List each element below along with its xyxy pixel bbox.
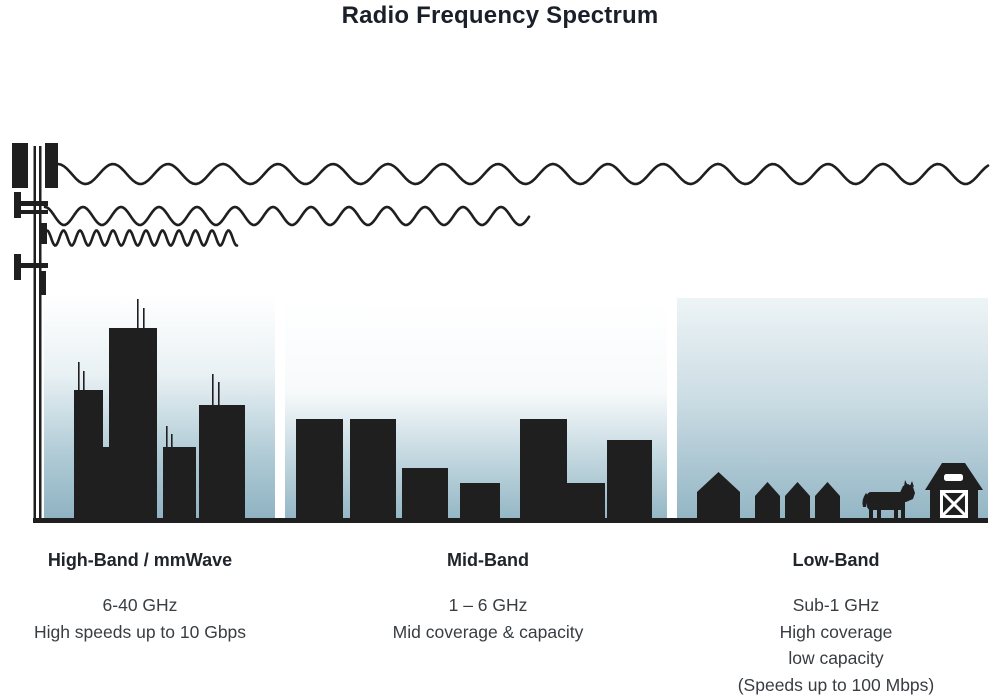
mid-band-title: Mid-Band bbox=[447, 550, 529, 570]
barn-icon bbox=[925, 463, 983, 520]
high-band-frequency: 6-40 GHz bbox=[102, 595, 178, 615]
cell-tower-icon bbox=[12, 143, 58, 520]
ground-line bbox=[33, 518, 988, 523]
spectrum-illustration bbox=[12, 143, 990, 523]
low-band-houses bbox=[697, 472, 840, 520]
high-band-label: High-Band / mmWave 6-40 GHz High speeds … bbox=[10, 549, 270, 645]
mid-band-frequency: 1 – 6 GHz bbox=[448, 595, 528, 615]
low-band-coverage: High coverage bbox=[779, 621, 893, 642]
high-band-title: High-Band / mmWave bbox=[47, 550, 233, 570]
radio-wave-lines bbox=[43, 162, 990, 247]
low-band-frequency: Sub-1 GHz bbox=[792, 595, 880, 615]
high-band-skyscrapers bbox=[74, 299, 245, 520]
page-title: Radio Frequency Spectrum bbox=[341, 2, 659, 29]
low-band-title: Low-Band bbox=[792, 550, 880, 570]
mid-band-buildings bbox=[296, 419, 652, 520]
mid-band-label: Mid-Band 1 – 6 GHz Mid coverage & capaci… bbox=[358, 549, 618, 645]
mid-band-description: Mid coverage & capacity bbox=[392, 621, 584, 642]
cow-icon bbox=[862, 480, 915, 518]
high-band-description: High speeds up to 10 Gbps bbox=[33, 621, 247, 642]
low-band-speed: (Speeds up to 100 Mbps) bbox=[737, 674, 935, 695]
low-band-capacity: low capacity bbox=[788, 648, 884, 668]
low-band-label: Low-Band Sub-1 GHz High coverage low cap… bbox=[690, 549, 982, 698]
